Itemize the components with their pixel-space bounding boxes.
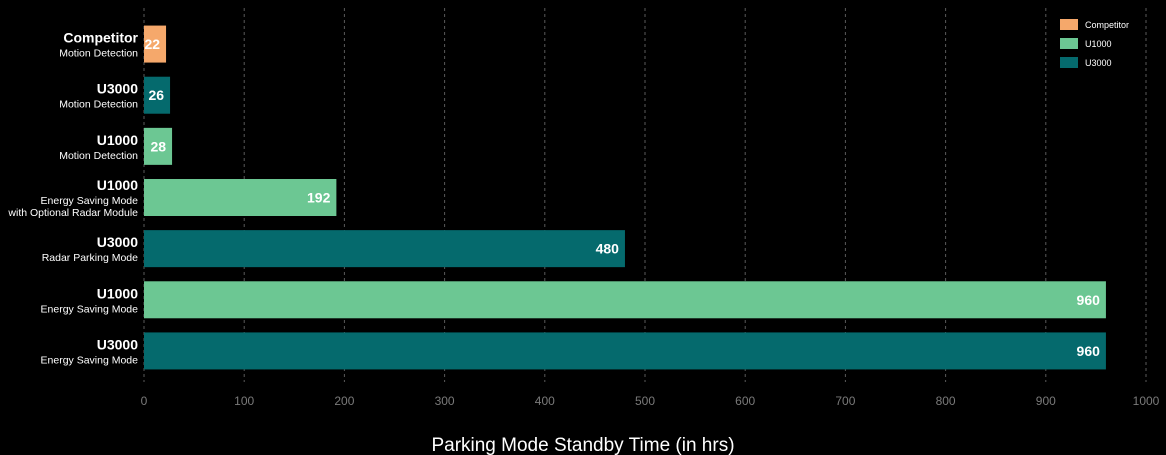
- x-tick-label: 400: [535, 394, 555, 408]
- x-tick-label: 800: [936, 394, 956, 408]
- category-title: U1000: [97, 132, 138, 148]
- x-tick-label: 500: [635, 394, 655, 408]
- legend-label-competitor: Competitor: [1085, 20, 1129, 30]
- bar-value-label: 22: [144, 36, 160, 52]
- legend-swatch-u3000: [1060, 57, 1078, 68]
- category-subtitle: Energy Saving Mode: [41, 354, 139, 366]
- x-axis-ticks: 0 100 200 300 400 500 600 700 800 900 1000: [141, 394, 1160, 408]
- bar-value-label: 28: [150, 138, 166, 154]
- legend-label-u1000: U1000: [1085, 39, 1112, 49]
- bar-u1000-192: [144, 179, 337, 216]
- x-tick-label: 600: [735, 394, 755, 408]
- bars: 22 26 28 192 480 960 960: [144, 25, 1106, 370]
- category-title: U3000: [97, 336, 138, 352]
- category-title: U1000: [97, 285, 138, 301]
- category-subtitle: Energy Saving Mode: [41, 195, 139, 207]
- bar-u3000-480: [144, 230, 625, 268]
- category-title: U1000: [97, 177, 138, 193]
- x-tick-label: 300: [435, 394, 455, 408]
- legend-label-u3000: U3000: [1085, 58, 1112, 68]
- category-title: U3000: [97, 81, 138, 97]
- x-tick-label: 0: [141, 394, 148, 408]
- bar-value-label: 960: [1077, 292, 1101, 308]
- x-tick-label: 1000: [1133, 394, 1160, 408]
- bar-value-label: 480: [596, 241, 620, 257]
- category-subtitle: Motion Detection: [59, 150, 138, 162]
- x-tick-label: 700: [835, 394, 855, 408]
- category-subtitle: Motion Detection: [59, 99, 138, 111]
- category-title: Competitor: [63, 30, 138, 46]
- legend: Competitor U1000 U3000: [1060, 19, 1129, 68]
- x-tick-label: 900: [1036, 394, 1056, 408]
- x-tick-label: 100: [234, 394, 254, 408]
- bar-competitor-22: [144, 25, 167, 63]
- category-title: U3000: [97, 234, 138, 250]
- category-subtitle: Motion Detection: [59, 48, 138, 60]
- category-labels: Competitor Motion Detection U3000 Motion De…: [7, 30, 138, 367]
- legend-swatch-u1000: [1060, 38, 1078, 49]
- bar-u3000-960: [144, 332, 1106, 370]
- bar-u1000-960: [144, 281, 1106, 319]
- category-subtitle: with Optional Radar Module: [7, 207, 138, 219]
- bar-value-label: 960: [1077, 343, 1101, 359]
- x-axis-title: Parking Mode Standby Time (in hrs): [431, 435, 734, 455]
- bar-value-label: 26: [148, 87, 164, 103]
- x-tick-label: 200: [334, 394, 354, 408]
- bar-u1000-28: [144, 127, 173, 165]
- category-subtitle: Radar Parking Mode: [42, 252, 138, 264]
- bar-u3000-26: [144, 76, 171, 114]
- legend-swatch-competitor: [1060, 19, 1078, 30]
- category-subtitle: Energy Saving Mode: [41, 303, 139, 315]
- bar-value-label: 192: [307, 190, 331, 206]
